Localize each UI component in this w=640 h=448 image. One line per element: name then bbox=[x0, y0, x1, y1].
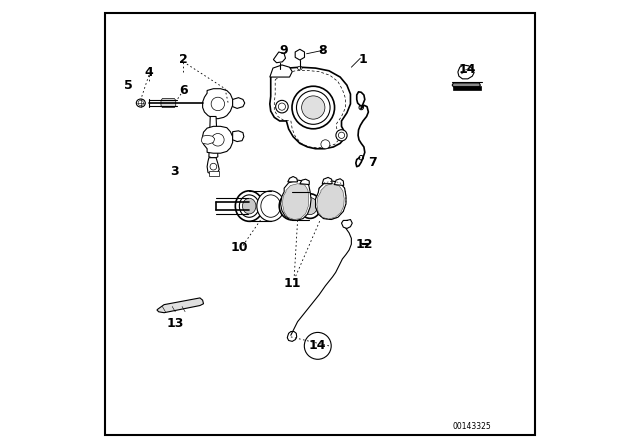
Text: 10: 10 bbox=[230, 241, 248, 254]
Ellipse shape bbox=[301, 96, 325, 119]
Polygon shape bbox=[273, 52, 285, 63]
Text: 13: 13 bbox=[167, 317, 184, 330]
Ellipse shape bbox=[136, 99, 145, 107]
Ellipse shape bbox=[298, 66, 302, 70]
Polygon shape bbox=[203, 89, 233, 119]
Text: 14: 14 bbox=[309, 339, 326, 353]
Polygon shape bbox=[452, 83, 481, 87]
Polygon shape bbox=[288, 177, 298, 182]
Ellipse shape bbox=[276, 100, 288, 113]
Polygon shape bbox=[207, 158, 220, 175]
Text: 1: 1 bbox=[358, 52, 367, 66]
Text: 8: 8 bbox=[318, 43, 326, 57]
Ellipse shape bbox=[303, 198, 317, 215]
Ellipse shape bbox=[321, 140, 330, 149]
Polygon shape bbox=[209, 116, 218, 158]
Text: 00143325: 00143325 bbox=[452, 422, 491, 431]
Polygon shape bbox=[233, 131, 244, 142]
Polygon shape bbox=[161, 99, 176, 108]
Text: 4: 4 bbox=[145, 66, 153, 79]
Text: 9: 9 bbox=[280, 43, 289, 57]
Polygon shape bbox=[202, 135, 215, 144]
Ellipse shape bbox=[239, 195, 259, 217]
Ellipse shape bbox=[292, 86, 335, 129]
Text: 6: 6 bbox=[179, 84, 188, 97]
Text: 11: 11 bbox=[284, 276, 301, 290]
Polygon shape bbox=[280, 180, 311, 220]
Ellipse shape bbox=[278, 103, 285, 110]
Ellipse shape bbox=[336, 130, 347, 141]
Polygon shape bbox=[287, 332, 297, 341]
Ellipse shape bbox=[138, 100, 143, 106]
Ellipse shape bbox=[212, 134, 224, 146]
Bar bbox=[452, 86, 481, 90]
Text: 3: 3 bbox=[170, 164, 179, 178]
Text: 12: 12 bbox=[356, 237, 374, 251]
Text: 7: 7 bbox=[369, 155, 377, 169]
Ellipse shape bbox=[300, 194, 321, 218]
Text: 14: 14 bbox=[458, 63, 476, 76]
Polygon shape bbox=[233, 98, 244, 108]
Polygon shape bbox=[202, 126, 233, 153]
Ellipse shape bbox=[284, 196, 301, 216]
Polygon shape bbox=[282, 184, 309, 220]
Ellipse shape bbox=[261, 195, 280, 217]
Polygon shape bbox=[157, 298, 204, 313]
Ellipse shape bbox=[211, 97, 225, 111]
Polygon shape bbox=[295, 49, 305, 60]
Text: 2: 2 bbox=[179, 52, 188, 66]
Polygon shape bbox=[323, 177, 332, 184]
Polygon shape bbox=[300, 179, 309, 185]
Ellipse shape bbox=[236, 191, 263, 221]
Ellipse shape bbox=[296, 90, 330, 125]
Ellipse shape bbox=[279, 192, 305, 220]
Polygon shape bbox=[270, 67, 351, 149]
Polygon shape bbox=[317, 184, 344, 219]
Polygon shape bbox=[270, 65, 292, 77]
Ellipse shape bbox=[243, 198, 256, 214]
Ellipse shape bbox=[339, 132, 345, 138]
Polygon shape bbox=[458, 65, 474, 79]
Polygon shape bbox=[334, 179, 344, 185]
Text: 5: 5 bbox=[124, 78, 133, 92]
Bar bbox=[209, 171, 219, 176]
Ellipse shape bbox=[257, 191, 285, 221]
Polygon shape bbox=[316, 181, 346, 220]
Ellipse shape bbox=[210, 164, 217, 170]
